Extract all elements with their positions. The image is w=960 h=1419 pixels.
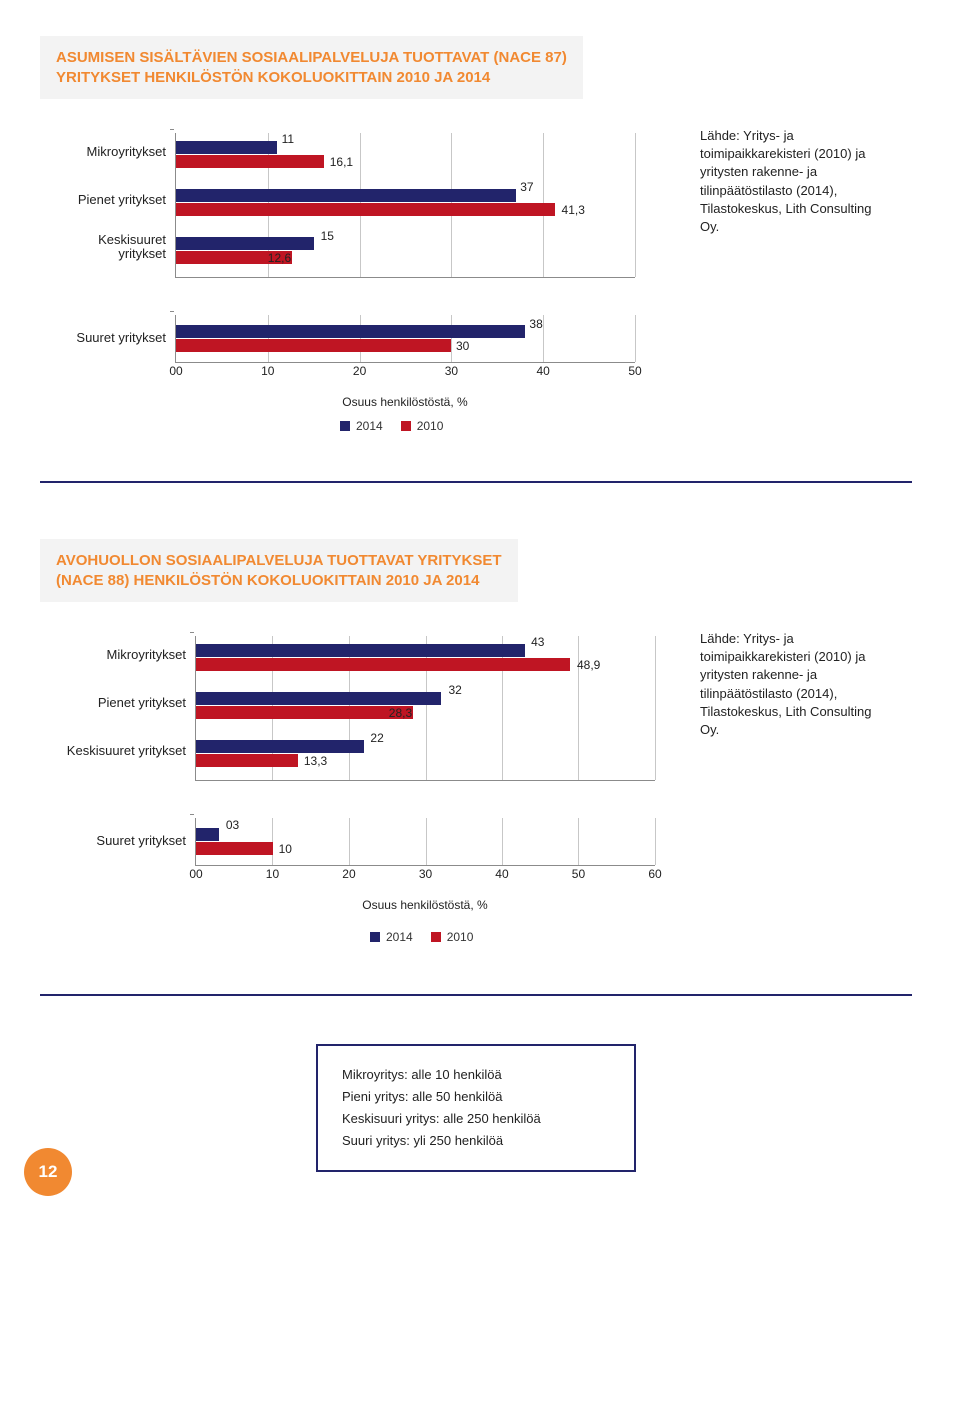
chart1-title-line2: YRITYKSET HENKILÖSTÖN KOKOLUOKITTAIN 201… xyxy=(56,69,490,86)
chart1-bar xyxy=(176,203,555,216)
chart2-title-line2: (NACE 88) HENKILÖSTÖN KOKOLUOKITTAIN 201… xyxy=(56,572,479,589)
chart1-bar xyxy=(176,189,516,202)
chart2-cat-2: Keskisuuret yritykset xyxy=(40,744,186,758)
chart2-bar xyxy=(196,692,441,705)
chart2-cat-1: Pienet yritykset xyxy=(40,696,186,710)
chart1-plot-a: 11 16,1 37 41,3 15 12,6 xyxy=(175,133,635,278)
page-number: 12 xyxy=(24,1148,72,1196)
chart1-plot-b: 38 30 00 10 20 30 40 50 xyxy=(175,315,635,363)
chart2-plot-a: 43 48,9 32 28,3 22 13,3 xyxy=(195,636,655,781)
definitions-box: Mikroyritys: alle 10 henkilöä Pieni yrit… xyxy=(316,1044,636,1172)
bar-value: 15 xyxy=(321,230,334,242)
legend-item-2010: 2010 xyxy=(431,930,474,944)
chart2-cat-3: Suuret yritykset xyxy=(40,834,186,848)
chart2-plot-b: 03 10 00 10 20 30 40 50 60 xyxy=(195,818,655,866)
chart2-title-line1: AVOHUOLLON SOSIAALIPALVELUJA TUOTTAVAT Y… xyxy=(56,552,502,569)
chart1-x-ticks: 00 10 20 30 40 50 xyxy=(176,364,635,382)
chart2-title: AVOHUOLLON SOSIAALIPALVELUJA TUOTTAVAT Y… xyxy=(40,539,518,602)
chart2-block: Mikroyritykset Pienet yritykset Keskisuu… xyxy=(40,636,912,976)
chart1-bar xyxy=(176,155,324,168)
chart2-legend: 2014 2010 xyxy=(370,930,473,944)
chart1-legend: 2014 2010 xyxy=(340,419,443,433)
bar-value: 30 xyxy=(456,340,469,352)
definition-line: Mikroyritys: alle 10 henkilöä xyxy=(342,1064,610,1086)
definition-line: Keskisuuri yritys: alle 250 henkilöä xyxy=(342,1108,610,1130)
chart1-cat-1: Pienet yritykset xyxy=(40,193,166,207)
chart1-cat-0: Mikroyritykset xyxy=(40,145,166,159)
chart2-source: Lähde: Yritys- ja toimipaikkarekisteri (… xyxy=(700,630,890,739)
bar-value: 22 xyxy=(370,732,383,744)
bar-value: 38 xyxy=(529,318,542,330)
bar-value: 16,1 xyxy=(330,156,353,168)
bar-value: 48,9 xyxy=(577,659,600,671)
chart2-bar xyxy=(196,658,570,671)
bar-value: 11 xyxy=(282,133,294,145)
chart2-bar xyxy=(196,644,525,657)
chart1-bar xyxy=(176,325,525,338)
chart1-source: Lähde: Yritys- ja toimipaikkarekisteri (… xyxy=(700,127,890,236)
chart2-bar xyxy=(196,828,219,841)
bar-value: 37 xyxy=(520,181,533,193)
chart1-x-label: Osuus henkilöstöstä, % xyxy=(175,395,635,409)
chart1-title: ASUMISEN SISÄLTÄVIEN SOSIAALIPALVELUJA T… xyxy=(40,36,583,99)
chart2-bar xyxy=(196,754,298,767)
legend-item-2014: 2014 xyxy=(340,419,383,433)
chart1-bar xyxy=(176,237,314,250)
chart2-bar xyxy=(196,706,413,719)
divider-1 xyxy=(40,481,912,483)
bar-value: 32 xyxy=(448,684,461,696)
chart2-cat-0: Mikroyritykset xyxy=(40,648,186,662)
chart1-bar xyxy=(176,339,451,352)
bar-value: 12,6 xyxy=(268,252,291,264)
chart2-x-label: Osuus henkilöstöstä, % xyxy=(195,898,655,912)
definition-line: Suuri yritys: yli 250 henkilöä xyxy=(342,1130,610,1152)
chart2: Mikroyritykset Pienet yritykset Keskisuu… xyxy=(40,636,680,976)
bar-value: 28,3 xyxy=(389,707,412,719)
definition-line: Pieni yritys: alle 50 henkilöä xyxy=(342,1086,610,1108)
bar-value: 13,3 xyxy=(304,755,327,767)
chart1-cat-3: Suuret yritykset xyxy=(40,331,166,345)
chart1-block: Mikroyritykset Pienet yritykset Keskisuu… xyxy=(40,133,912,463)
chart1-title-line1: ASUMISEN SISÄLTÄVIEN SOSIAALIPALVELUJA T… xyxy=(56,49,567,66)
bar-value: 10 xyxy=(279,843,292,855)
chart2-x-ticks: 00 10 20 30 40 50 60 xyxy=(196,867,655,885)
chart1-bar xyxy=(176,141,277,154)
legend-item-2014: 2014 xyxy=(370,930,413,944)
page: ASUMISEN SISÄLTÄVIEN SOSIAALIPALVELUJA T… xyxy=(0,0,960,1220)
chart1: Mikroyritykset Pienet yritykset Keskisuu… xyxy=(40,133,670,463)
bar-value: 43 xyxy=(531,636,544,648)
bar-value: 41,3 xyxy=(562,204,585,216)
chart2-bar xyxy=(196,842,273,855)
bar-value: 03 xyxy=(226,819,239,831)
chart2-bar xyxy=(196,740,364,753)
legend-item-2010: 2010 xyxy=(401,419,444,433)
divider-2 xyxy=(40,994,912,996)
chart1-cat-2: Keskisuuretyritykset xyxy=(40,233,166,262)
